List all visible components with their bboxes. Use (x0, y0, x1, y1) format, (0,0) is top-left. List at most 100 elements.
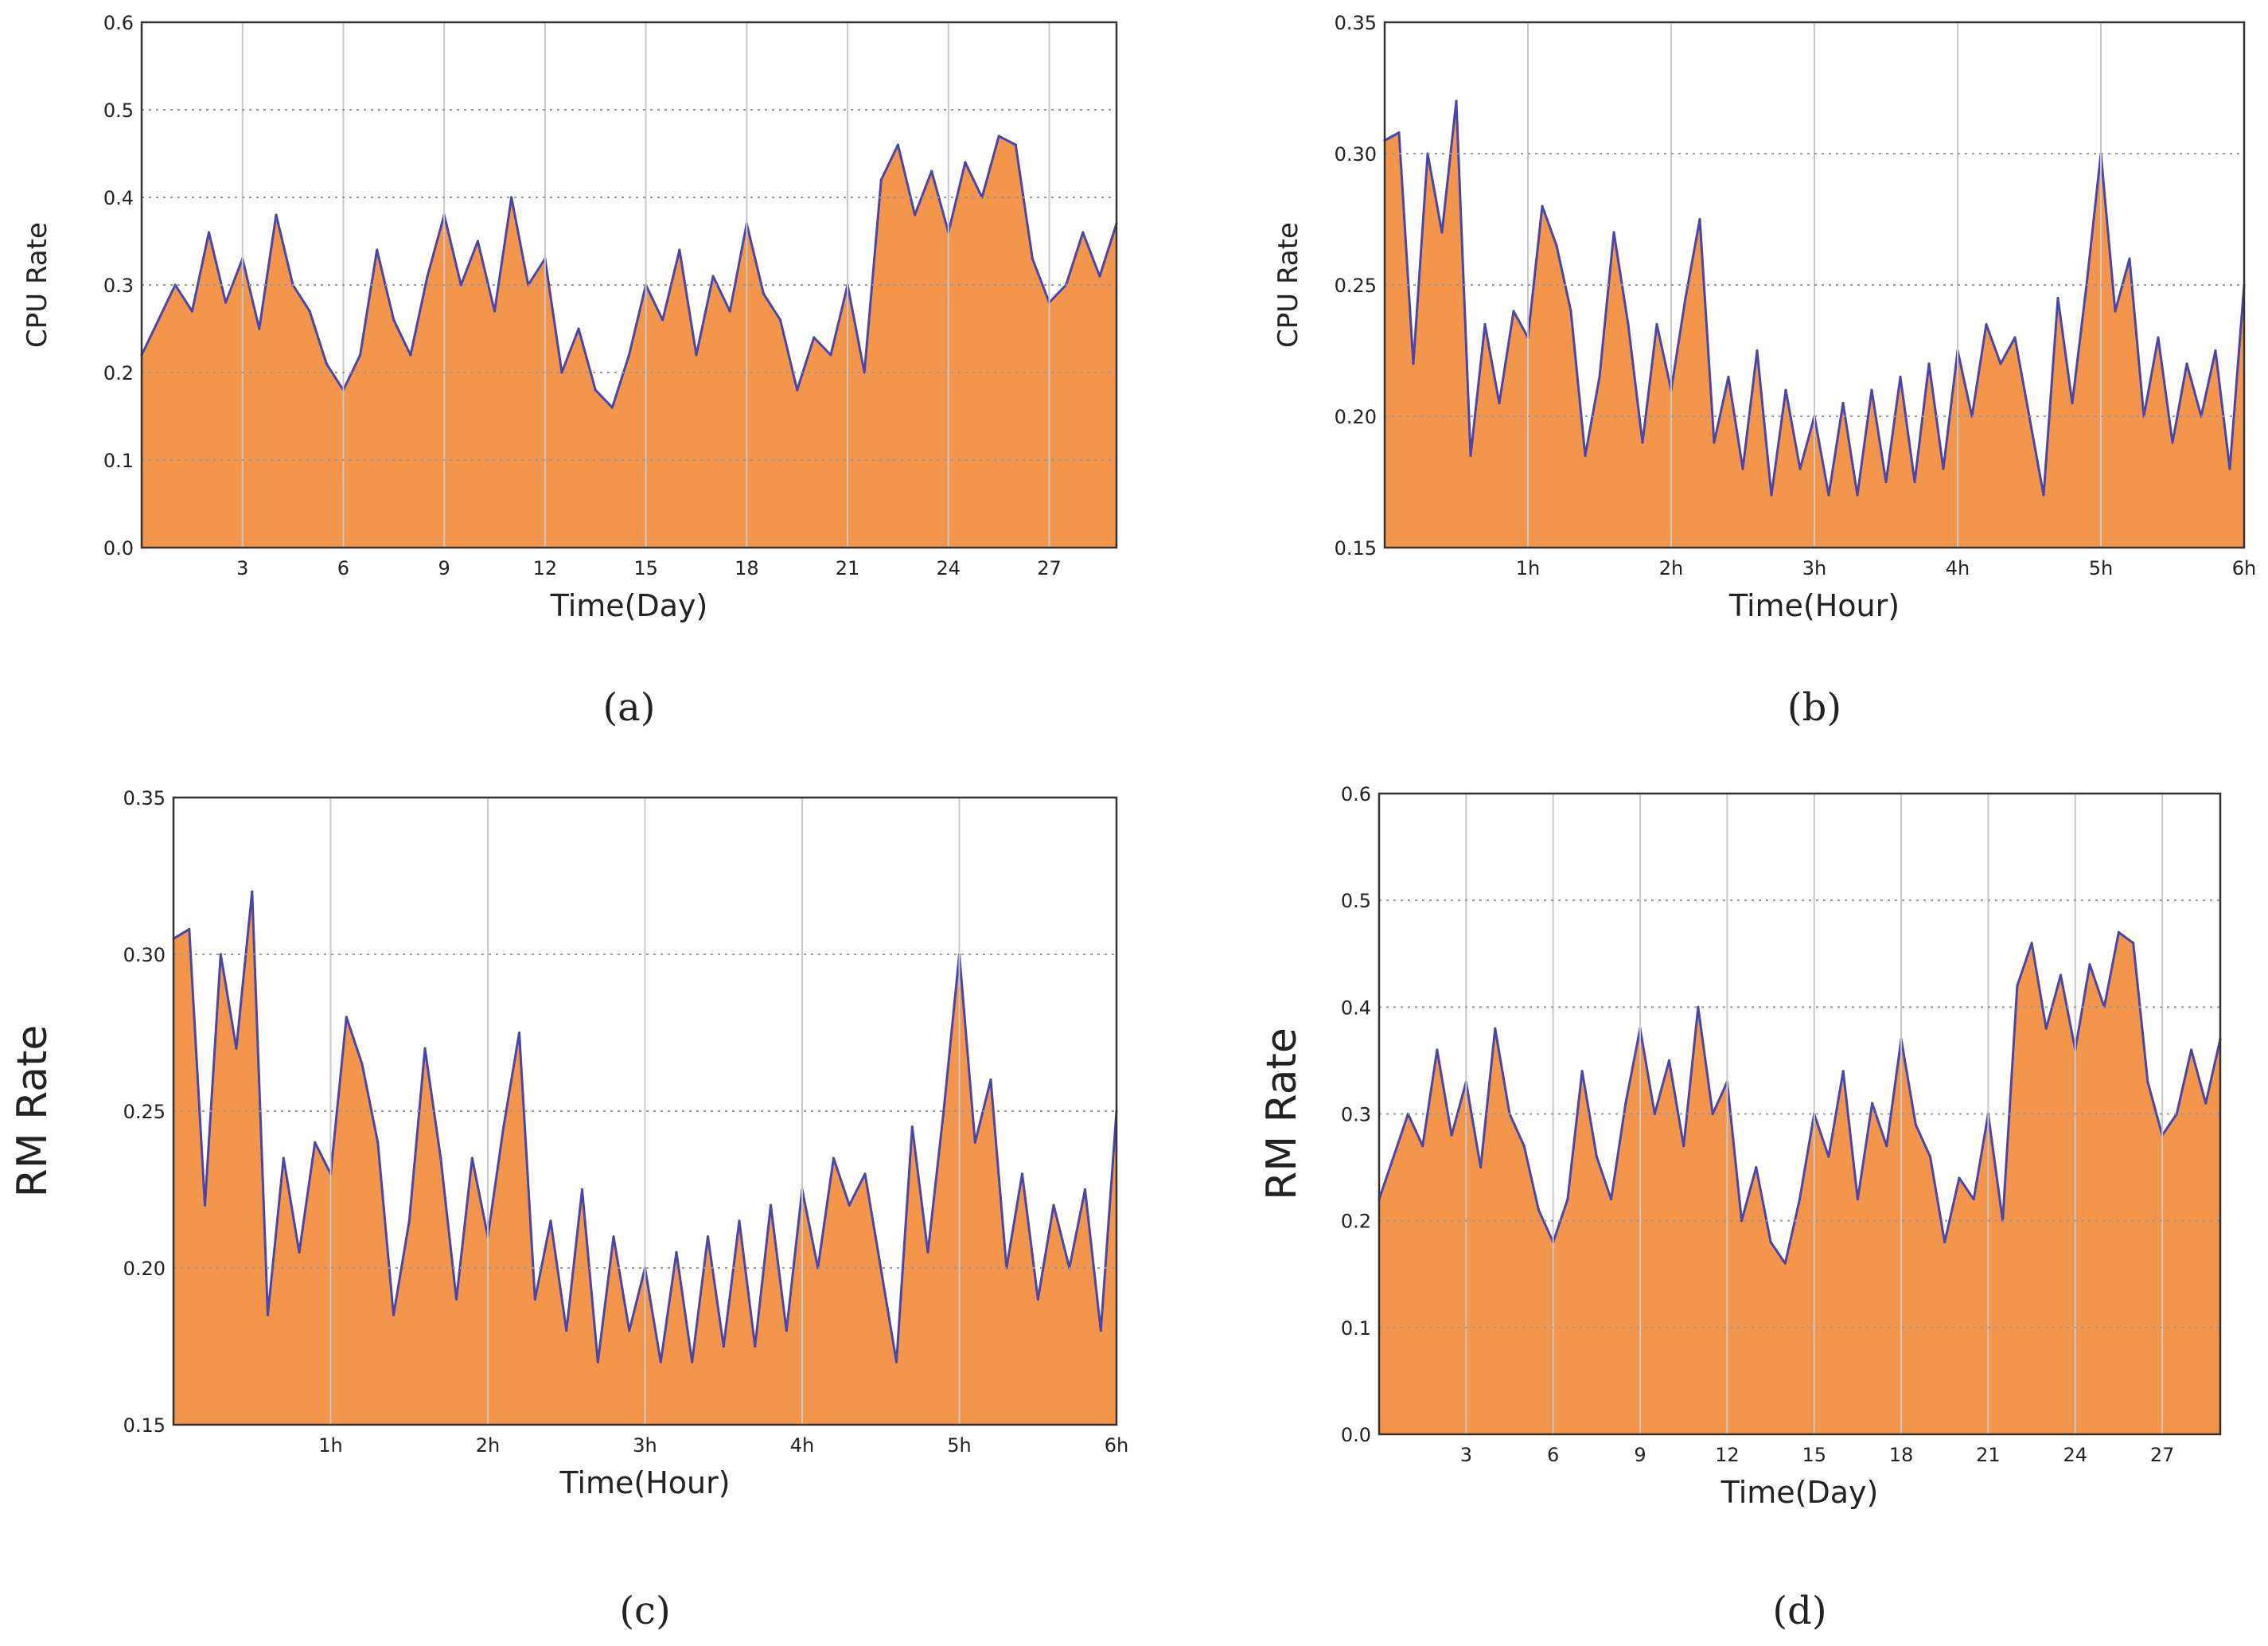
data-point (203, 1203, 207, 1207)
data-point (1798, 467, 1802, 470)
series-area (1379, 932, 2220, 1434)
y-tick-label: 0.0 (103, 537, 134, 560)
data-point (1740, 1219, 1744, 1223)
data-point (762, 292, 766, 295)
data-point (266, 1313, 270, 1316)
data-point (1512, 310, 1515, 313)
data-point (1436, 1048, 1439, 1051)
data-point (942, 1110, 945, 1113)
data-point (1483, 322, 1487, 326)
y-tick-label: 0.2 (1341, 1211, 1371, 1233)
data-point (1999, 362, 2002, 365)
y-tick-label: 0.35 (1335, 12, 1377, 34)
data-point (1397, 131, 1401, 135)
data-point (1595, 1155, 1598, 1158)
chart-d: 3 6 9 12 15 18 21 24 27 0.0 0.1 0.2 0.3 0.4 0.5 0.6 Time… (1258, 783, 2222, 1633)
y-tick-label: 0.3 (103, 275, 134, 297)
data-point (459, 283, 462, 287)
data-point (1856, 493, 1859, 497)
data-point (325, 362, 328, 365)
chart-a: 3 6 9 12 15 18 21 24 27 0.0 0.1 0.2 0.3 0.4 0.5 0.6 Time… (21, 12, 1118, 730)
data-point (1653, 1112, 1656, 1116)
data-point (1522, 1145, 1526, 1148)
plot-frame (172, 796, 1118, 1426)
data-point (1985, 322, 1988, 326)
x-tick-label: 2h (476, 1434, 500, 1457)
x-tick-label: 9 (1634, 1444, 1646, 1466)
y-tick-label: 0.15 (1335, 537, 1377, 560)
data-point (628, 1329, 631, 1332)
data-point (345, 1016, 348, 1019)
data-point (1684, 296, 1687, 300)
x-tick-label: 15 (633, 557, 658, 579)
x-tick-label: 1h (318, 1434, 342, 1457)
x-tick-label: 21 (836, 557, 860, 579)
x-axis-label: Time(Hour) (559, 1465, 730, 1500)
data-point (1537, 1208, 1541, 1211)
data-point (1899, 375, 1902, 379)
data-point (596, 1360, 599, 1363)
data-point (910, 1125, 914, 1129)
data-point (219, 953, 222, 956)
data-point (627, 353, 631, 357)
y-tick-label: 0.25 (123, 1101, 166, 1123)
data-point (2128, 257, 2131, 260)
data-point (832, 1156, 836, 1160)
data-point (675, 1250, 678, 1254)
data-point (407, 1219, 411, 1223)
data-point (2044, 1027, 2048, 1030)
data-point (510, 196, 513, 199)
data-point (517, 1031, 521, 1035)
data-point (1727, 375, 1730, 379)
data-point (533, 1297, 536, 1301)
data-point (188, 927, 191, 931)
data-point (392, 1313, 396, 1316)
y-tick-label: 0.15 (123, 1414, 166, 1437)
y-axis-label: RM Rate (9, 1025, 57, 1198)
data-point (470, 1156, 473, 1160)
data-point (1555, 244, 1558, 248)
y-tick-label: 0.0 (1341, 1424, 1371, 1446)
data-point (1884, 480, 1888, 484)
x-tick-label: 2h (1659, 557, 1683, 579)
data-point (1566, 1198, 1569, 1201)
data-point (1914, 1123, 1917, 1126)
data-point (454, 1297, 458, 1301)
x-tick-label: 18 (735, 557, 759, 579)
caption-d: (d) (1772, 1589, 1826, 1633)
data-point (863, 1172, 867, 1176)
data-point (2013, 336, 2017, 339)
x-tick-label: 3 (1460, 1444, 1472, 1466)
y-tick-label: 0.20 (123, 1258, 166, 1280)
data-point (1958, 1176, 1961, 1180)
data-point (2030, 942, 2033, 945)
data-point (728, 310, 731, 313)
data-point (2114, 310, 2117, 313)
data-point (1756, 349, 1759, 353)
data-point (1052, 1203, 1055, 1207)
x-tick-label: 3h (1802, 557, 1826, 579)
data-point (1455, 99, 1458, 103)
data-point (796, 388, 799, 392)
data-point (1641, 441, 1644, 444)
data-point (1031, 257, 1034, 260)
data-point (2204, 1102, 2208, 1105)
y-tick-label: 0.5 (103, 99, 134, 122)
y-tick-label: 0.2 (103, 362, 134, 384)
data-point (1598, 375, 1601, 379)
y-tick-label: 0.35 (123, 787, 166, 809)
data-point (964, 161, 967, 164)
data-point (691, 1360, 694, 1363)
x-tick-label: 4h (790, 1434, 814, 1457)
data-point (580, 1188, 584, 1192)
data-point (722, 1344, 725, 1348)
y-tick-label: 0.5 (1341, 890, 1371, 912)
data-point (829, 353, 832, 357)
plot-frame (1378, 792, 2222, 1436)
data-point (2228, 467, 2231, 470)
data-point (173, 283, 177, 287)
data-point (1450, 1133, 1453, 1137)
x-tick-label: 3h (633, 1434, 657, 1457)
data-point (2190, 1048, 2193, 1051)
x-tick-label: 27 (2150, 1444, 2175, 1466)
